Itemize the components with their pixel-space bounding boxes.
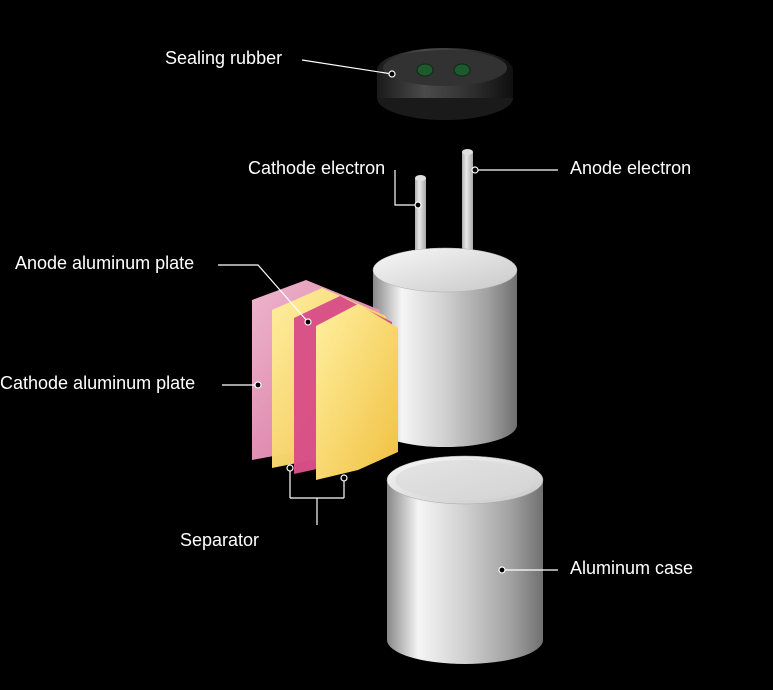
label-anode-aluminum-plate: Anode aluminum plate <box>15 253 194 274</box>
label-aluminum-case: Aluminum case <box>570 558 693 579</box>
plates-group <box>252 280 398 480</box>
label-anode-electron: Anode electron <box>570 158 691 179</box>
sealing-rubber-shape <box>377 48 513 120</box>
label-separator: Separator <box>180 530 259 551</box>
aluminum-case-shape <box>387 456 543 664</box>
label-sealing-rubber: Sealing rubber <box>165 48 282 69</box>
label-cathode-aluminum-plate: Cathode aluminum plate <box>0 373 195 394</box>
label-cathode-electron: Cathode electron <box>248 158 385 179</box>
capacitor-diagram <box>0 0 773 690</box>
